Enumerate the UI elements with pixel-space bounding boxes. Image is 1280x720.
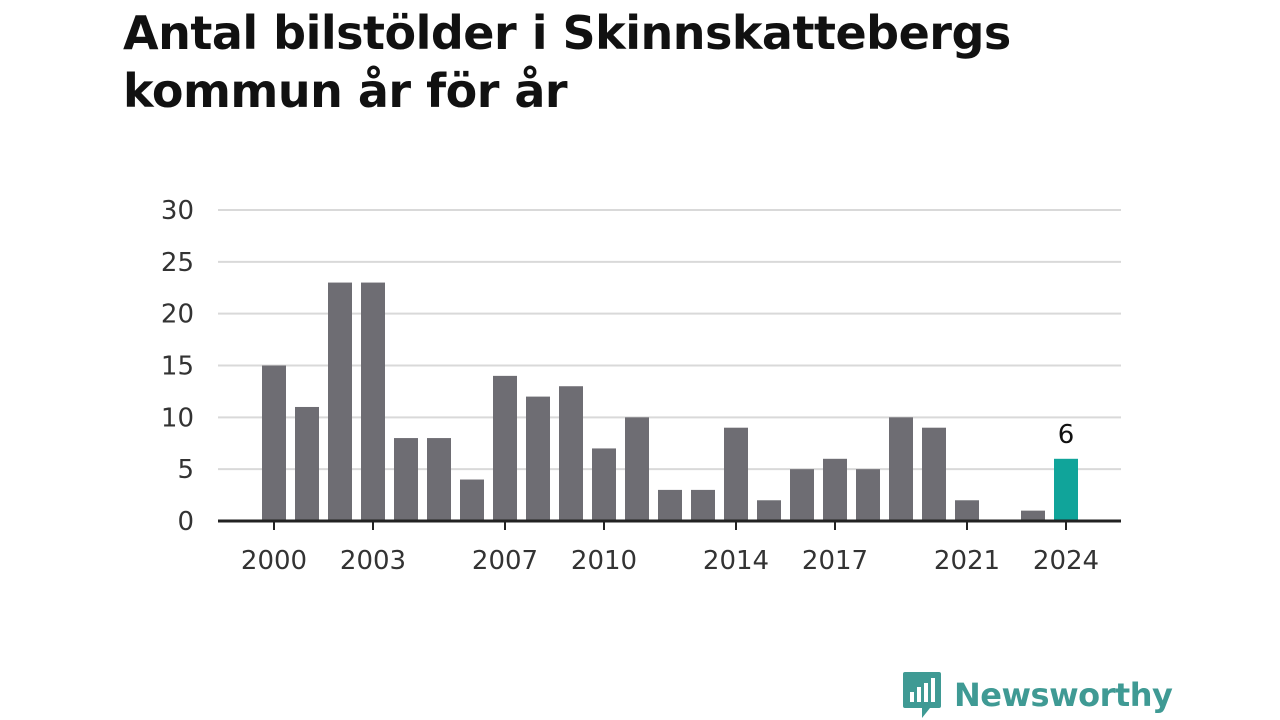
x-tick-label: 2000 (241, 546, 307, 576)
bar-2024 (1054, 458, 1078, 521)
x-ticks (273, 521, 1067, 530)
x-tick-label: 2003 (340, 546, 406, 576)
bar-2014 (724, 427, 748, 521)
x-tick-label: 2014 (703, 546, 769, 576)
bar-2007 (493, 375, 517, 521)
y-tick-label: 20 (161, 300, 194, 330)
data-labels: 6 (1058, 420, 1075, 450)
bar-2002 (328, 282, 352, 521)
bar-2004 (394, 438, 418, 521)
gridlines (218, 209, 1121, 471)
bar-2005 (427, 438, 451, 521)
chart-title: Antal bilstölder i Skinnskattebergs komm… (123, 6, 1011, 118)
bar-2015 (757, 500, 781, 521)
y-tick-labels: 0 5 10 15 20 25 30 (161, 196, 194, 537)
y-tick-label: 30 (161, 196, 194, 226)
x-tick-label: 2021 (934, 546, 1000, 576)
bar-2012 (658, 489, 682, 521)
bar-2011 (625, 417, 649, 521)
bar-chart: 0 5 10 15 20 25 30 2000 2003 2007 2010 2014 2017 202… (161, 196, 1121, 576)
bar-2019 (889, 417, 913, 521)
y-tick-label: 15 (161, 352, 194, 382)
bar-2010 (592, 448, 616, 521)
x-tick-label: 2017 (802, 546, 868, 576)
bar-2009 (559, 386, 583, 521)
bar-2008 (526, 396, 550, 521)
bar-2016 (790, 469, 814, 521)
y-tick-label: 10 (161, 403, 194, 433)
x-tick-label: 2024 (1033, 546, 1099, 576)
newsworthy-logo: Newsworthy (902, 670, 1173, 720)
logo-text: Newsworthy (954, 676, 1173, 714)
bar-2006 (460, 479, 484, 521)
bar-2000 (262, 365, 286, 521)
x-tick-label: 2010 (571, 546, 637, 576)
bar-2003 (361, 282, 385, 521)
data-label-2024: 6 (1058, 420, 1075, 450)
y-tick-label: 5 (177, 455, 194, 485)
bars (262, 282, 1078, 521)
x-tick-label: 2007 (472, 546, 538, 576)
x-tick-labels: 2000 2003 2007 2010 2014 2017 2021 2024 (241, 546, 1099, 576)
bar-2013 (691, 489, 715, 521)
bar-2020 (922, 427, 946, 521)
bar-2021 (955, 500, 979, 521)
bar-2001 (295, 406, 319, 521)
bar-2017 (823, 458, 847, 521)
bar-2018 (856, 469, 880, 521)
y-tick-label: 25 (161, 248, 194, 278)
bar-chart-speech-bubble-icon (903, 672, 941, 718)
bar-2023 (1021, 510, 1045, 521)
y-tick-label: 0 (177, 507, 194, 537)
